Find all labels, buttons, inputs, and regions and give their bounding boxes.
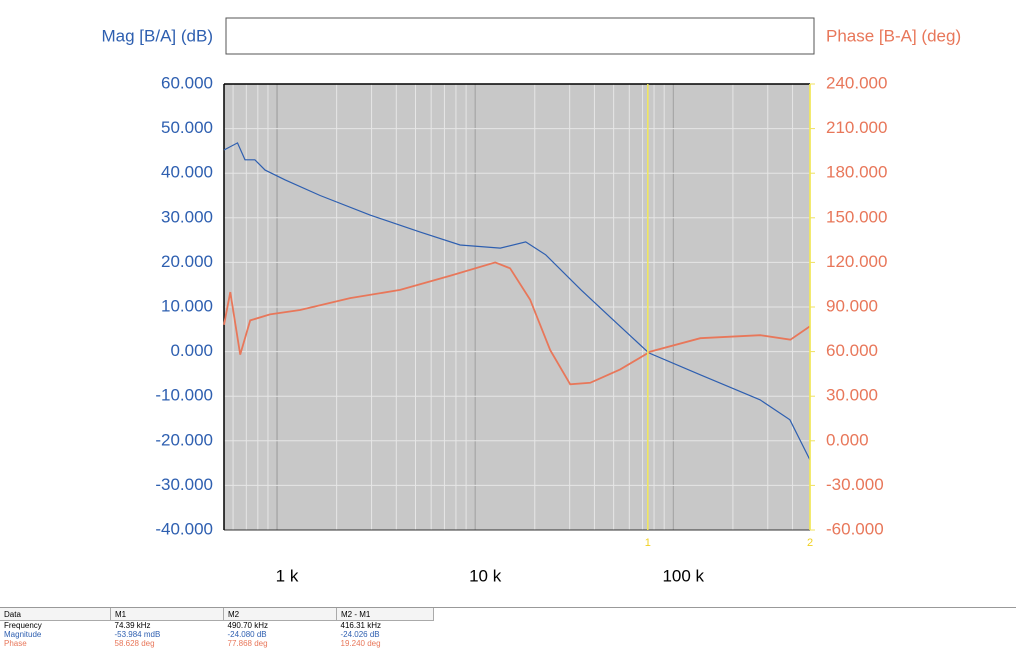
cell: -53.984 mdB xyxy=(114,630,161,639)
y-tick-label: -10.000 xyxy=(155,386,213,405)
y2-tick-label: 30.000 xyxy=(826,386,878,405)
series-line xyxy=(223,142,811,461)
title-box xyxy=(225,17,815,55)
y2-tick-label: 0.000 xyxy=(826,430,869,449)
y2-tick-label: 150.000 xyxy=(826,207,887,226)
cell: 490.70 kHz xyxy=(227,621,268,630)
cell: 77.868 deg xyxy=(227,639,268,648)
y-tick-label: 10.000 xyxy=(161,296,213,315)
series-line xyxy=(223,261,811,386)
table-row: Phase 58.628 deg 77.868 deg 19.240 deg xyxy=(0,639,434,648)
y2-tick-label: 90.000 xyxy=(826,296,878,315)
y-tick-label: -30.000 xyxy=(155,475,213,494)
cell: Frequency xyxy=(4,621,42,630)
y2-tick-label: -30.000 xyxy=(826,475,884,494)
x-tick-label: 100 k xyxy=(662,566,704,585)
cell: Phase xyxy=(4,639,27,648)
y2-tick-label: -60.000 xyxy=(826,519,884,538)
chart: Mag [B/A] (dB) Phase [B-A] (deg) 1 k 10 k… xyxy=(101,17,962,586)
y2-tick-label: 210.000 xyxy=(826,118,887,137)
cell: 58.628 deg xyxy=(114,639,155,648)
header-cell: M1 xyxy=(110,608,224,621)
marker-label: 1 xyxy=(645,537,651,549)
y2-tick-label: 120.000 xyxy=(826,252,887,271)
plot-area: 1 k 10 k 100 k60.00050.00040.00030.00020.0… xyxy=(155,73,887,585)
table-row: Frequency 74.39 kHz 490.70 kHz 416.31 kHz xyxy=(0,621,434,631)
cell: 416.31 kHz xyxy=(340,621,381,630)
y2-tick-label: 60.000 xyxy=(826,341,878,360)
y-tick-label: 0.000 xyxy=(170,341,213,360)
cell: 74.39 kHz xyxy=(114,621,151,630)
header-cell: M2 xyxy=(223,608,337,621)
cell: -24.026 dB xyxy=(340,630,380,639)
y-tick-label: -20.000 xyxy=(155,430,213,449)
y-tick-label: 30.000 xyxy=(161,207,213,226)
y2-axis-title: Phase [B-A] (deg) xyxy=(826,26,961,45)
y-axis-title: Mag [B/A] (dB) xyxy=(102,26,213,45)
y-tick-label: 20.000 xyxy=(161,252,213,271)
table-row: Magnitude -53.984 mdB -24.080 dB -24.026 dB xyxy=(0,630,434,639)
cell: Magnitude xyxy=(4,630,42,639)
y-tick-label: -40.000 xyxy=(155,519,213,538)
header-cell: M2 - M1 xyxy=(336,608,434,621)
y-tick-label: 40.000 xyxy=(161,163,213,182)
table: Data M1 M2 M2 - M1 Frequency 74.39 kHz 490… xyxy=(0,608,434,648)
x-tick-label: 10 k xyxy=(469,566,502,585)
x-tick-label: 1 k xyxy=(276,566,299,585)
cell: -24.080 dB xyxy=(227,630,267,639)
marker-table: Data M1 M2 M2 - M1 Frequency 74.39 kHz 490… xyxy=(0,607,1016,670)
y2-tick-label: 180.000 xyxy=(826,163,887,182)
y2-tick-label: 240.000 xyxy=(826,73,887,92)
y-tick-label: 50.000 xyxy=(161,118,213,137)
header-cell: Data xyxy=(0,608,111,621)
marker-label: 2 xyxy=(807,537,813,549)
table-header: Data M1 M2 M2 - M1 xyxy=(0,608,434,621)
cell: 19.240 deg xyxy=(340,639,381,648)
y-tick-label: 60.000 xyxy=(161,73,213,92)
